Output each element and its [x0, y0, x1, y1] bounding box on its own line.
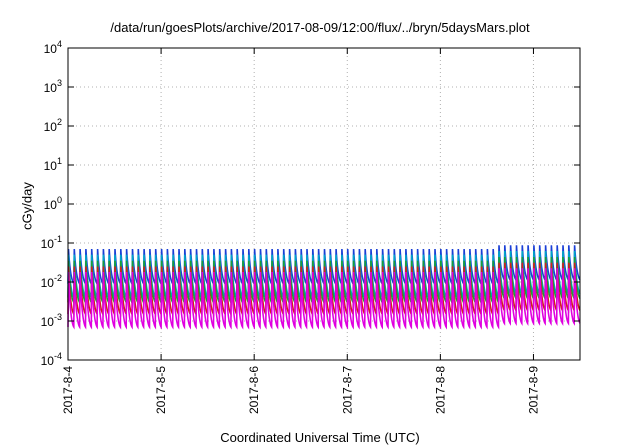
- x-tick-label: 2017-8-6: [247, 366, 261, 414]
- x-tick-label: 2017-8-4: [61, 366, 75, 414]
- y-tick-label: 104: [44, 39, 62, 56]
- tick-layer: 10-4 10-3 10-2 10-1 100 101 102 103 104 2017-8-4 2…: [41, 39, 580, 414]
- y-tick-label: 10-1: [41, 234, 62, 251]
- y-tick-label: 10-2: [41, 273, 62, 290]
- x-tick-label: 2017-8-9: [526, 366, 540, 414]
- series-line-5: [67, 268, 581, 330]
- y-tick-label: 103: [44, 78, 62, 95]
- y-tick-label: 10-3: [41, 312, 62, 329]
- chart-title: /data/run/goesPlots/archive/2017-08-09/1…: [110, 20, 530, 35]
- x-tick-label: 2017-8-8: [433, 366, 447, 414]
- series-layer: [67, 245, 581, 330]
- y-tick-label: 100: [44, 195, 62, 212]
- x-axis-label: Coordinated Universal Time (UTC): [220, 430, 420, 445]
- x-tick-label: 2017-8-5: [154, 366, 168, 414]
- x-tick-label: 2017-8-7: [340, 366, 354, 414]
- y-tick-label: 102: [44, 117, 62, 134]
- y-tick-label: 101: [44, 156, 62, 173]
- y-axis-label: cGy/day: [19, 182, 35, 230]
- y-tick-label: 10-4: [41, 351, 62, 368]
